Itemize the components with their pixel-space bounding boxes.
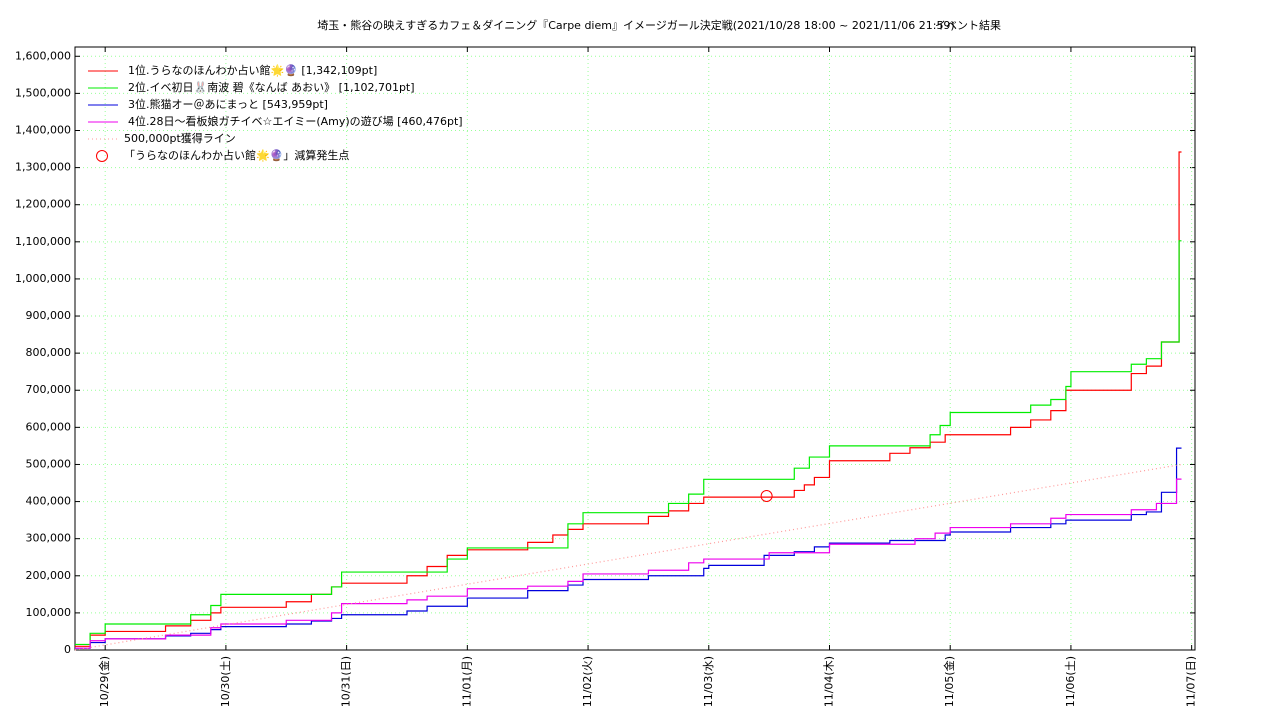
legend-label: 2位.イベ初日🐰南波 碧《なんば あおい》 [1,102,701pt] [128, 80, 415, 94]
y-tick-label: 1,600,000 [15, 49, 71, 62]
legend-label: 1位.うらなのほんわか占い館🌟🔮 [1,342,109pt] [128, 63, 377, 77]
series-line [75, 151, 1182, 647]
chart-subtitle: イベント結果 [935, 18, 1001, 32]
x-tick-label: 11/07(日) [1185, 656, 1198, 707]
legend-label: 500,000pt獲得ライン [124, 132, 236, 145]
y-tick-label: 800,000 [26, 346, 72, 359]
series-line [74, 463, 1182, 651]
x-tick-label: 11/02(火) [581, 656, 594, 707]
y-tick-label: 0 [64, 643, 71, 656]
y-tick-label: 1,300,000 [15, 161, 71, 174]
y-tick-label: 900,000 [26, 309, 72, 322]
chart-title: 埼玉・熊谷の映えすぎるカフェ＆ダイニング『Carpe diem』イメージガール決… [317, 18, 954, 32]
x-tick-label: 10/31(日) [340, 656, 353, 707]
y-tick-label: 1,100,000 [15, 235, 71, 248]
y-tick-label: 1,500,000 [15, 86, 71, 99]
marker [760, 490, 773, 503]
y-tick-label: 700,000 [26, 383, 72, 396]
y-tick-label: 200,000 [26, 569, 72, 582]
y-tick-label: 1,000,000 [15, 272, 71, 285]
y-tick-label: 300,000 [26, 532, 72, 545]
plot-frame [74, 46, 1196, 651]
series-line [75, 447, 1182, 649]
series-line [75, 478, 1182, 649]
y-tick-label: 600,000 [26, 420, 72, 433]
x-tick-label: 11/05(金) [942, 656, 956, 707]
x-tick-label: 10/29(金) [97, 656, 111, 707]
x-tick-label: 11/03(水) [702, 656, 715, 707]
y-tick-label: 1,400,000 [15, 123, 71, 136]
x-tick-label: 11/06(土) [1064, 656, 1077, 707]
x-tick-label: 11/01(月) [460, 656, 473, 707]
legend-label: 3位.熊猫オー＠あにまっと [543,959pt] [128, 97, 328, 111]
y-tick-label: 100,000 [26, 606, 72, 619]
y-tick-label: 1,200,000 [15, 198, 71, 211]
y-tick-label: 400,000 [26, 495, 72, 508]
y-tick-label: 500,000 [26, 457, 72, 470]
x-tick-label: 10/30(土) [219, 656, 232, 707]
legend-marker [96, 150, 108, 162]
x-tick-label: 11/04(木) [822, 656, 835, 707]
series-line [75, 240, 1182, 646]
legend-label: 「うらなのほんわか占い館🌟🔮」減算発生点 [124, 148, 349, 162]
legend-label: 4位.28日〜看板娘ガチイベ☆エイミー(Amy)の遊び場 [460,476pt] [128, 114, 463, 128]
